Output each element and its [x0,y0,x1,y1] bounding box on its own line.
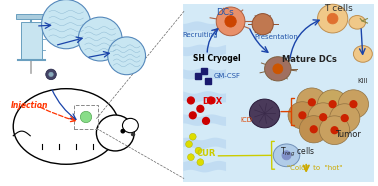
Text: DCs: DCs [216,8,234,17]
Ellipse shape [197,105,204,112]
Bar [195,73,201,79]
Ellipse shape [78,17,122,61]
Ellipse shape [186,141,192,147]
Text: Recruiting: Recruiting [183,32,218,38]
Ellipse shape [132,133,135,136]
Ellipse shape [121,129,124,133]
Ellipse shape [320,114,327,121]
Ellipse shape [187,154,194,161]
Ellipse shape [330,104,360,132]
Ellipse shape [252,14,273,35]
Ellipse shape [350,101,357,108]
Ellipse shape [338,90,369,118]
Ellipse shape [341,115,348,121]
Text: Presentation: Presentation [254,34,298,40]
Polygon shape [21,22,42,60]
Text: CUR: CUR [197,149,216,158]
Text: ICD: ICD [240,117,252,123]
Ellipse shape [42,0,91,49]
Ellipse shape [249,99,280,128]
Ellipse shape [288,102,317,129]
Ellipse shape [46,69,56,80]
Text: T cells: T cells [324,4,353,13]
Ellipse shape [327,13,338,24]
Bar [183,4,374,182]
Ellipse shape [308,99,315,106]
Ellipse shape [265,57,291,81]
Bar [74,105,98,129]
Ellipse shape [273,64,283,74]
Ellipse shape [203,118,209,124]
Text: Mature DCs: Mature DCs [282,55,336,64]
Ellipse shape [80,111,91,123]
Ellipse shape [297,88,327,117]
Ellipse shape [318,90,348,118]
Ellipse shape [189,112,196,119]
Ellipse shape [282,151,291,160]
Bar [16,14,46,19]
Ellipse shape [225,16,236,27]
Ellipse shape [331,127,338,134]
Text: Injection: Injection [11,101,49,110]
Ellipse shape [318,4,348,33]
Ellipse shape [308,103,338,132]
Ellipse shape [208,97,214,104]
Ellipse shape [299,112,306,119]
Ellipse shape [195,147,202,154]
Ellipse shape [187,97,194,104]
Text: DOX: DOX [202,97,223,106]
Text: "Cold"  to  "hot": "Cold" to "hot" [287,165,342,171]
Ellipse shape [216,7,245,36]
Ellipse shape [329,101,336,108]
Ellipse shape [310,126,317,133]
Text: T$_{reg}$ cells: T$_{reg}$ cells [280,146,315,159]
Text: GM-CSF: GM-CSF [214,73,240,79]
Text: SH Cryogel: SH Cryogel [193,54,240,63]
Ellipse shape [96,115,134,151]
Ellipse shape [189,133,196,140]
Text: Kill: Kill [358,78,368,84]
Ellipse shape [108,37,146,75]
Ellipse shape [197,159,204,166]
Ellipse shape [349,15,366,29]
Ellipse shape [353,46,372,62]
Ellipse shape [299,116,328,143]
Ellipse shape [49,72,53,77]
Bar [205,78,211,84]
Ellipse shape [122,118,138,133]
Ellipse shape [273,144,300,167]
Ellipse shape [319,116,350,145]
Ellipse shape [13,89,119,164]
Text: Tumor: Tumor [335,130,361,139]
Bar [201,68,207,74]
